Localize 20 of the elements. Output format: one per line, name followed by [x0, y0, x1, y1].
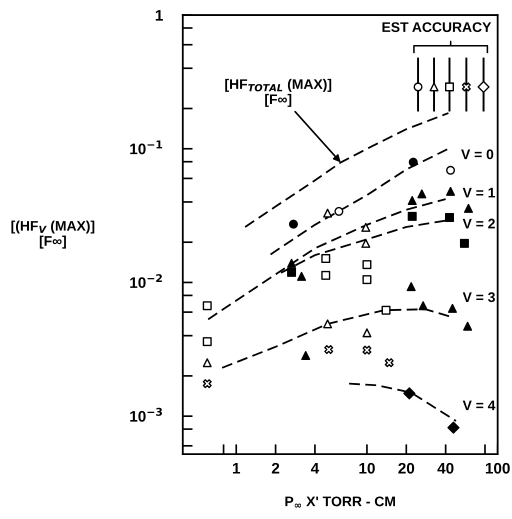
annotation: V = 1 — [462, 188, 496, 198]
annotation: EST ACCURACY — [382, 22, 492, 32]
x-tick-label: 100 — [486, 462, 510, 474]
y-tick-label: 10$^{−3}$ — [130, 408, 162, 422]
y-tick-label: 1 — [156, 10, 163, 21]
x-tick-label: 40 — [437, 462, 454, 474]
y-axis-title: [(HF$_{V}$ (MAX)] [F∞] — [11, 220, 94, 249]
x-tick-label: 20 — [398, 462, 414, 474]
x-axis-title: P$_{∞}$ X' TORR - CM — [285, 496, 395, 508]
annotation: V = 3 — [462, 292, 495, 302]
annotation: V = 4 — [462, 400, 496, 410]
x-tick-label: 4 — [310, 463, 320, 474]
y-tick-label: 10$^{−2}$ — [130, 274, 162, 288]
x-tick-label: 2 — [272, 462, 280, 474]
annotation: V = 0 — [461, 149, 494, 160]
annotation: V = 2 — [462, 218, 495, 228]
annotation: [HF$_{TOTAL}$ (MAX)] [F∞] — [225, 78, 332, 107]
x-tick-label: 10 — [359, 462, 375, 474]
x-tick-label: 1 — [232, 463, 240, 474]
y-tick-label: 10$^{−1}$ — [130, 140, 162, 154]
